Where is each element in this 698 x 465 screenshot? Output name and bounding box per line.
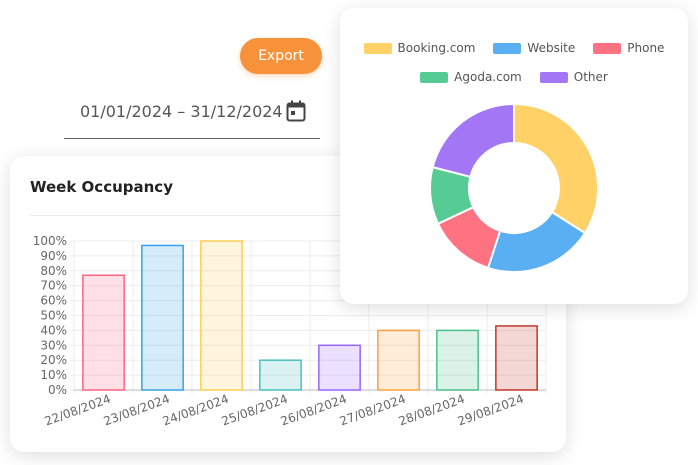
legend-item[interactable]: Booking.com <box>363 41 476 55</box>
legend-label: Agoda.com <box>454 70 522 84</box>
occupancy-bar-chart: 0%10%20%30%40%50%60%70%80%90%100% 22/08/2… <box>33 234 547 429</box>
legend-item[interactable]: Other <box>539 70 608 84</box>
booking-source-donut-chart <box>429 102 599 273</box>
legend-swatch <box>420 71 449 83</box>
y-tick-label: 0% <box>48 383 67 397</box>
x-tick-label: 22/08/2024 <box>43 392 113 429</box>
legend-swatch <box>539 71 568 83</box>
legend-swatch <box>363 42 392 54</box>
x-tick-label: 25/08/2024 <box>220 392 290 429</box>
y-tick-label: 70% <box>40 279 67 293</box>
y-tick-label: 50% <box>40 309 67 323</box>
date-range-text: 01/01/2024 – 31/12/2024 <box>80 102 283 121</box>
y-tick-label: 80% <box>40 264 67 278</box>
bar-24/08/2024[interactable] <box>200 240 243 391</box>
y-tick-label: 90% <box>40 249 67 263</box>
legend-swatch <box>493 42 522 54</box>
legend-swatch <box>593 42 622 54</box>
bar-26/08/2024[interactable] <box>318 344 361 391</box>
bar-28/08/2024[interactable] <box>436 329 479 391</box>
bar-29/08/2024[interactable] <box>495 325 538 391</box>
bar-23/08/2024[interactable] <box>141 244 184 391</box>
slice-Booking.com[interactable] <box>513 102 599 235</box>
calendar-icon[interactable] <box>286 100 306 122</box>
legend-row: Booking.com Website Phone <box>340 41 688 55</box>
card-divider <box>30 215 566 216</box>
week-occupancy-card: Week Occupancy 0% 10% 20% 30% 40% 50% 60% 70% 80… <box>10 156 566 452</box>
bar-27/08/2024[interactable] <box>377 329 420 391</box>
x-tick-label: 23/08/2024 <box>102 392 172 429</box>
x-tick-label: 29/08/2024 <box>456 392 526 429</box>
slice-Other[interactable] <box>431 102 515 179</box>
y-tick-label: 30% <box>40 338 67 352</box>
y-tick-label: 100% <box>33 234 67 248</box>
card-title: Week Occupancy <box>30 178 173 196</box>
legend-item[interactable]: Phone <box>593 41 664 55</box>
x-tick-label: 24/08/2024 <box>161 392 231 429</box>
legend-item[interactable]: Website <box>493 41 575 55</box>
y-tick-label: 20% <box>40 353 67 367</box>
x-tick-label: 28/08/2024 <box>397 392 467 429</box>
legend-label: Other <box>573 70 608 84</box>
legend-label: Website <box>527 41 576 55</box>
legend-label: Booking.com <box>397 41 476 55</box>
date-range-field[interactable]: 01/01/2024 – 31/12/2024 <box>64 96 320 139</box>
legend-label: Phone <box>627 41 665 55</box>
y-tick-label: 10% <box>40 368 67 382</box>
legend-item[interactable]: Agoda.com <box>420 70 522 84</box>
x-tick-label: 27/08/2024 <box>338 392 408 429</box>
x-tick-label: 26/08/2024 <box>279 392 349 429</box>
export-button[interactable]: Export <box>240 38 322 74</box>
y-tick-label: 40% <box>40 323 67 337</box>
bar-25/08/2024[interactable] <box>259 359 302 391</box>
booking-source-card: Booking.com Website Phone Agoda.com Other <box>340 8 688 304</box>
legend-row: Agoda.com Other <box>340 70 688 84</box>
y-tick-label: 60% <box>40 294 67 308</box>
bar-22/08/2024[interactable] <box>82 274 125 391</box>
